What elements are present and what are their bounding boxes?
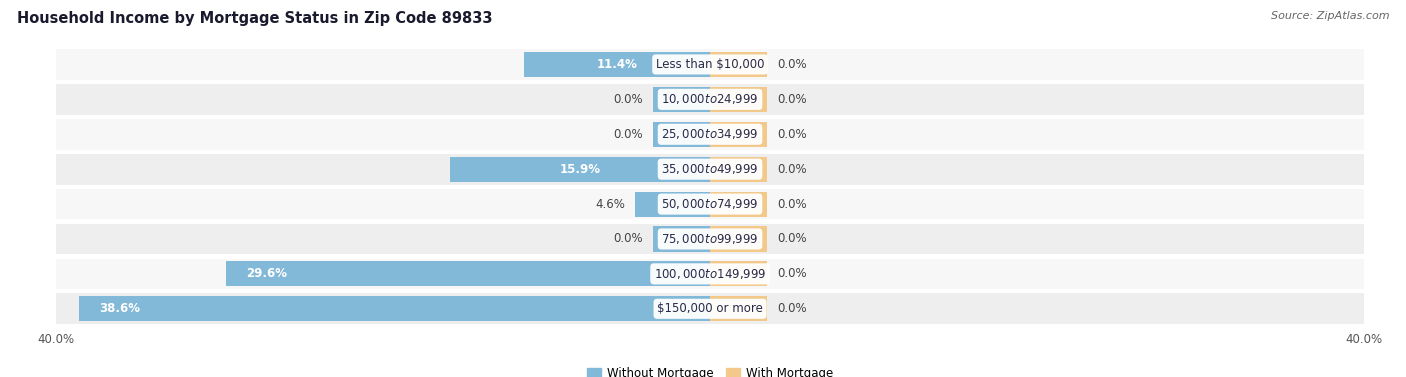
Text: 0.0%: 0.0% xyxy=(778,233,807,245)
Text: Household Income by Mortgage Status in Zip Code 89833: Household Income by Mortgage Status in Z… xyxy=(17,11,492,26)
Text: 0.0%: 0.0% xyxy=(613,128,643,141)
Bar xyxy=(523,52,710,77)
Bar xyxy=(652,122,710,147)
Text: $100,000 to $149,999: $100,000 to $149,999 xyxy=(654,267,766,281)
Bar xyxy=(226,261,710,287)
Bar xyxy=(56,119,1364,150)
Text: 0.0%: 0.0% xyxy=(613,93,643,106)
Bar xyxy=(710,156,768,182)
Text: 15.9%: 15.9% xyxy=(560,162,600,176)
Text: Less than $10,000: Less than $10,000 xyxy=(655,58,765,71)
Text: Source: ZipAtlas.com: Source: ZipAtlas.com xyxy=(1271,11,1389,21)
Text: 0.0%: 0.0% xyxy=(778,93,807,106)
Text: 4.6%: 4.6% xyxy=(595,198,626,211)
Text: $25,000 to $34,999: $25,000 to $34,999 xyxy=(661,127,759,141)
Text: 38.6%: 38.6% xyxy=(98,302,139,315)
Bar xyxy=(710,52,768,77)
Bar xyxy=(56,49,1364,80)
Legend: Without Mortgage, With Mortgage: Without Mortgage, With Mortgage xyxy=(582,362,838,377)
Bar xyxy=(710,192,768,217)
Text: 0.0%: 0.0% xyxy=(778,198,807,211)
Bar xyxy=(56,224,1364,254)
Bar xyxy=(710,261,768,287)
Bar xyxy=(56,84,1364,115)
Text: 29.6%: 29.6% xyxy=(246,267,287,280)
Bar xyxy=(56,259,1364,289)
Bar xyxy=(56,154,1364,184)
Bar xyxy=(636,192,710,217)
Text: 0.0%: 0.0% xyxy=(778,267,807,280)
Bar xyxy=(710,296,768,321)
Text: 0.0%: 0.0% xyxy=(778,128,807,141)
Text: 11.4%: 11.4% xyxy=(596,58,637,71)
Text: 0.0%: 0.0% xyxy=(778,162,807,176)
Text: 0.0%: 0.0% xyxy=(778,58,807,71)
Bar xyxy=(710,227,768,251)
Text: 0.0%: 0.0% xyxy=(778,302,807,315)
Text: $10,000 to $24,999: $10,000 to $24,999 xyxy=(661,92,759,106)
Bar xyxy=(652,87,710,112)
Bar xyxy=(710,87,768,112)
Bar xyxy=(450,156,710,182)
Bar xyxy=(79,296,710,321)
Bar xyxy=(56,189,1364,219)
Bar xyxy=(56,293,1364,324)
Text: 0.0%: 0.0% xyxy=(613,233,643,245)
Text: $50,000 to $74,999: $50,000 to $74,999 xyxy=(661,197,759,211)
Bar xyxy=(652,227,710,251)
Text: $75,000 to $99,999: $75,000 to $99,999 xyxy=(661,232,759,246)
Bar xyxy=(710,122,768,147)
Text: $150,000 or more: $150,000 or more xyxy=(657,302,763,315)
Text: $35,000 to $49,999: $35,000 to $49,999 xyxy=(661,162,759,176)
